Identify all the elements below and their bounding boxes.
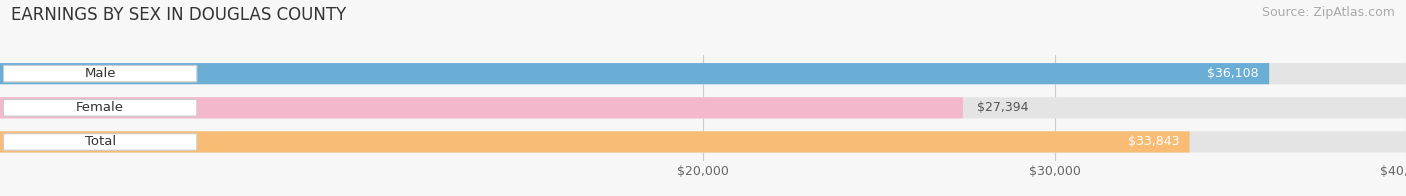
- FancyBboxPatch shape: [0, 97, 1406, 118]
- FancyBboxPatch shape: [0, 131, 1406, 152]
- Text: Total: Total: [84, 135, 115, 148]
- Text: Source: ZipAtlas.com: Source: ZipAtlas.com: [1261, 6, 1395, 19]
- FancyBboxPatch shape: [3, 100, 197, 116]
- Text: Male: Male: [84, 67, 115, 80]
- Text: $27,394: $27,394: [977, 101, 1028, 114]
- FancyBboxPatch shape: [3, 65, 197, 82]
- Text: Female: Female: [76, 101, 124, 114]
- FancyBboxPatch shape: [0, 63, 1406, 84]
- FancyBboxPatch shape: [0, 63, 1270, 84]
- FancyBboxPatch shape: [0, 97, 963, 118]
- Text: EARNINGS BY SEX IN DOUGLAS COUNTY: EARNINGS BY SEX IN DOUGLAS COUNTY: [11, 6, 346, 24]
- FancyBboxPatch shape: [0, 131, 1189, 152]
- Text: $33,843: $33,843: [1128, 135, 1180, 148]
- FancyBboxPatch shape: [3, 134, 197, 150]
- Text: $36,108: $36,108: [1206, 67, 1258, 80]
